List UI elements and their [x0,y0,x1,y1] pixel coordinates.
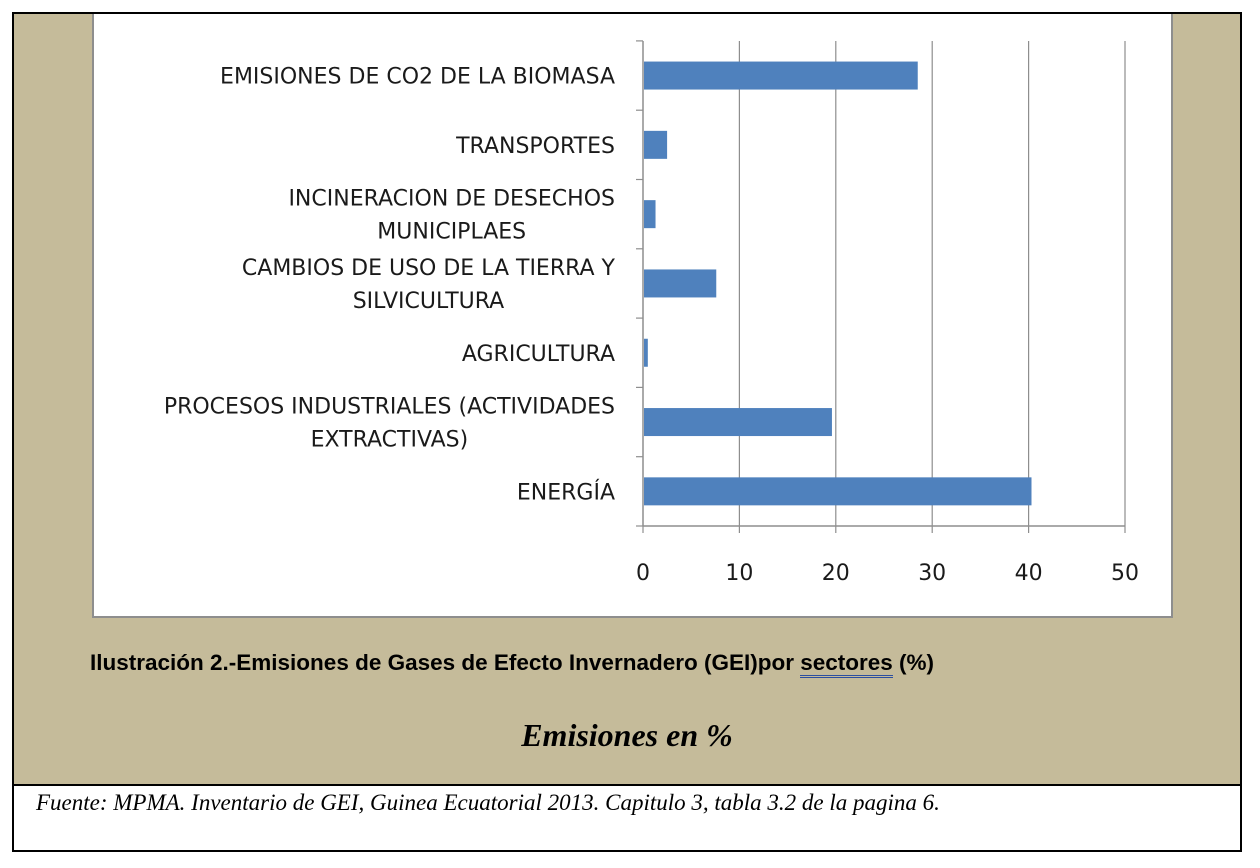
category-label-line: ENERGÍA [517,479,615,505]
figure-panel: 0 10 20 30 40 50 ENERGÍA PROCESOS INDUSTRIALES … [14,14,1240,786]
category-label-line: CAMBIOS DE USO DE LA TIERRA Y [242,256,616,281]
x-tick-label-10: 10 [725,561,753,586]
bar-0 [644,477,1032,506]
caption-suffix: (%) [892,650,935,675]
category-label-3: CAMBIOS DE USO DE LA TIERRA Y SILVICULTUR… [242,256,616,314]
bar-chart: 0 10 20 30 40 50 ENERGÍA PROCESOS INDUSTRIALES … [164,40,1139,586]
bar-6 [644,61,918,90]
x-tick-label-20: 20 [822,561,850,586]
category-label-0: ENERGÍA [517,479,615,505]
figure-frame: 0 10 20 30 40 50 ENERGÍA PROCESOS INDUSTRIALES … [12,12,1242,852]
category-label-1: PROCESOS INDUSTRIALES (ACTIVIDADES EXTRAC… [164,395,615,453]
category-label-line: TRANSPORTES [455,134,615,159]
caption-underlined-word: sectores [800,650,893,678]
chart-area: 0 10 20 30 40 50 ENERGÍA PROCESOS INDUSTRIALES … [92,14,1173,618]
figure-caption: Ilustración 2.-Emisiones de Gases de Efe… [90,650,935,678]
category-label-4: INCINERACION DE DESECHOS MUNICIPLAES [288,187,615,245]
bar-2 [644,338,648,367]
category-label-line: MUNICIPLAES [377,220,526,245]
category-label-5: TRANSPORTES [455,134,615,159]
category-label-6: EMISIONES DE CO2 DE LA BIOMASA [220,65,615,90]
bar-5 [644,130,668,159]
bar-1 [644,408,832,437]
category-label-line: PROCESOS INDUSTRIALES (ACTIVIDADES [164,395,615,420]
x-tick-label-0: 0 [636,561,650,586]
category-label-line: SILVICULTURA [353,289,505,314]
x-tick-label-30: 30 [918,561,946,586]
category-label-line: INCINERACION DE DESECHOS [288,187,615,212]
bar-4 [644,200,656,229]
category-label-2: AGRICULTURA [462,342,615,367]
x-tick-label-40: 40 [1015,561,1043,586]
category-label-line: EMISIONES DE CO2 DE LA BIOMASA [220,65,615,90]
bar-3 [644,269,717,298]
units-label: Emisiones en % [521,717,733,753]
category-label-line: AGRICULTURA [462,342,615,367]
x-tick-label-50: 50 [1111,561,1139,586]
source-note: Fuente: MPMA. Inventario de GEI, Guinea … [36,790,940,815]
caption-prefix: Ilustración 2.-Emisiones de Gases de Efe… [90,650,801,675]
category-label-line: EXTRACTIVAS) [311,428,469,453]
